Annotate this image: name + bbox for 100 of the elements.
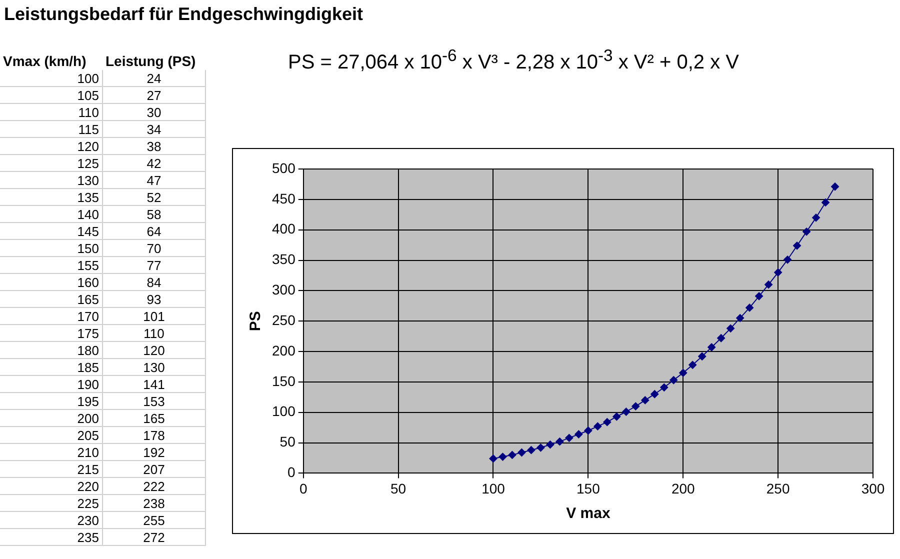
data-label: 110 [102, 324, 206, 342]
y-tick-label: 170 [0, 308, 102, 324]
point [717, 334, 726, 342]
y-tick-label: 230 [0, 512, 102, 528]
data-label: 141 [102, 376, 206, 392]
data-label: 238 [102, 494, 206, 512]
point [831, 182, 840, 191]
y-tick-label: 110 [0, 104, 102, 120]
y-tick-label: 220 [0, 478, 102, 494]
y-tick-label: 225 [0, 494, 102, 512]
data-label: 38 [102, 138, 206, 154]
y-tick-label: 130 [0, 172, 102, 188]
text: PS = 27,064 x 10$^{-6}$ x V³ - 2,28 x 10$^{-3}$ x V² + 0,2 x V [288, 46, 739, 75]
y-tick-label: 200 [272, 342, 296, 358]
data-label: 192 [102, 444, 206, 460]
y-axis-title: Vmax (km/h) [2, 52, 88, 70]
point [650, 390, 659, 398]
point [679, 368, 688, 377]
y-tick-label: 190 [0, 376, 102, 392]
y-tick-label: 180 [0, 342, 102, 358]
x-axis-title: V max [566, 505, 611, 522]
x-tick-label: 150 [576, 480, 600, 496]
point [518, 448, 526, 457]
x-tick-label: 250 [766, 480, 790, 496]
data-label: 64 [102, 222, 206, 240]
data-label: 153 [102, 392, 206, 410]
point [812, 214, 820, 222]
y-tick-label: 125 [0, 154, 102, 172]
point [670, 376, 678, 384]
point [527, 446, 536, 454]
point [726, 324, 735, 332]
y-tick-label: 400 [272, 220, 296, 237]
point [802, 228, 811, 236]
y-tick-label: 195 [0, 392, 102, 410]
data-label: 222 [102, 478, 206, 494]
x-tick-label: 100 [482, 480, 506, 496]
data-label: 30 [102, 104, 206, 120]
point [755, 292, 764, 300]
point [584, 426, 592, 435]
point [764, 280, 773, 289]
y-tick-label: 165 [0, 290, 102, 308]
y-tick-label: 100 [0, 70, 102, 86]
data-label: 27 [102, 86, 206, 104]
y-tick-label: 210 [0, 444, 102, 460]
x-tick-label: 300 [861, 480, 885, 496]
y-tick-label: 160 [0, 274, 102, 290]
x-tick-label: 0 [299, 480, 308, 496]
point [556, 438, 564, 446]
y-tick-label: 300 [272, 282, 296, 298]
y-tick-label: 135 [0, 188, 102, 206]
y-axis-title: PS [247, 311, 264, 332]
point [641, 396, 650, 404]
y-tick-label: 150 [0, 240, 102, 256]
y-tick-label: 105 [0, 86, 102, 104]
y-tick-label: 175 [0, 324, 102, 342]
data-label: 77 [102, 256, 206, 274]
data-label: 165 [102, 410, 206, 426]
point [784, 256, 792, 264]
y-tick-label: 235 [0, 528, 102, 546]
y-tick-label: 100 [272, 403, 296, 420]
data-label: 42 [102, 154, 206, 172]
y-tick-label: 500 [272, 160, 296, 176]
point [736, 314, 744, 322]
data-label: 272 [102, 528, 206, 546]
point [822, 198, 830, 206]
y-tick-label: 0 [288, 464, 296, 480]
data-label: 101 [102, 308, 206, 324]
data-label: 255 [102, 512, 206, 528]
chart-title: Leistungsbedarf für Endgeschwingdigkeit [4, 4, 364, 25]
y-tick-label: 155 [0, 256, 102, 274]
data-label: 120 [102, 342, 206, 358]
point [489, 454, 498, 463]
y-tick-label: 185 [0, 358, 102, 376]
point [508, 450, 516, 459]
data-label: 52 [102, 188, 206, 206]
y-tick-label: 50 [280, 434, 296, 450]
data-label: 207 [102, 460, 206, 478]
point [660, 383, 668, 392]
y-tick-label: 150 [272, 372, 296, 389]
data-label: 93 [102, 290, 206, 308]
y-tick-label: 205 [0, 426, 102, 444]
point [536, 444, 545, 452]
point [546, 440, 554, 449]
point [746, 304, 754, 312]
y-tick-label: 115 [0, 120, 102, 138]
point [688, 360, 697, 369]
data-label: 84 [102, 274, 206, 290]
data-label: 58 [102, 206, 206, 222]
data-label: 24 [102, 70, 206, 86]
point [708, 343, 716, 352]
point [498, 452, 507, 461]
data-label: 34 [102, 120, 206, 138]
point [774, 268, 782, 276]
y-tick-label: 450 [272, 190, 296, 206]
data-label: 47 [102, 172, 206, 188]
y-tick-label: 120 [0, 138, 102, 154]
y-tick-label: 350 [272, 251, 296, 268]
point [594, 422, 602, 430]
x-tick-label: 200 [671, 480, 696, 496]
x-tick-label: Leistung (PS) [104, 52, 197, 70]
